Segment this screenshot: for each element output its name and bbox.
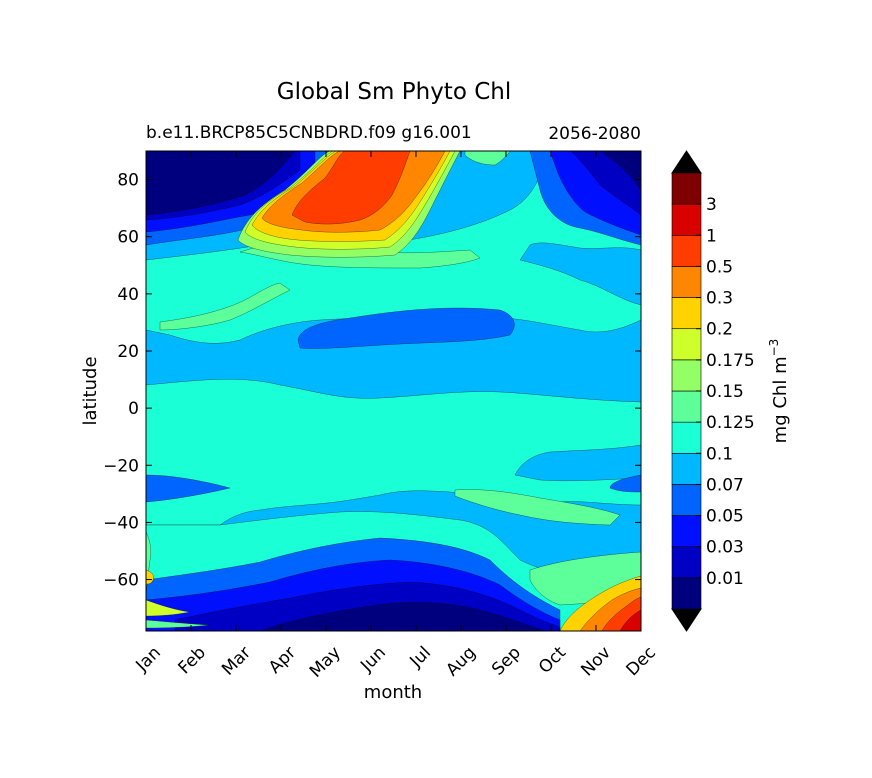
colorbar-tick-label: 0.3 — [706, 289, 733, 309]
x-tick-label: Apr — [265, 643, 300, 678]
x-tick-label: Oct — [535, 643, 570, 678]
colorbar-label-exponent: −3 — [767, 339, 781, 357]
colorbar-tick-label: 0.01 — [706, 569, 744, 589]
colorbar-swatch — [671, 390, 702, 423]
colorbar-label-text: mg Chl m — [770, 356, 791, 443]
y-axis-label: latitude — [80, 356, 101, 425]
colorbar-swatch — [671, 172, 702, 205]
colorbar-swatch — [671, 359, 702, 392]
x-tick-label: Aug — [442, 643, 480, 681]
y-tick-label: 60 — [117, 228, 139, 248]
colorbar-tick-label: 3 — [706, 195, 717, 215]
x-axis-label: month — [364, 682, 422, 703]
contour-region-gyre-south-left — [146, 474, 231, 503]
colorbar-tick-label: 0.2 — [706, 320, 733, 340]
y-tick-label: −20 — [103, 456, 139, 476]
contour-region-sbloom-darkred — [619, 609, 641, 631]
y-tick-label: 40 — [117, 285, 139, 305]
contour-region-north-green — [159, 282, 291, 331]
colorbar-extend-under — [671, 608, 702, 632]
contour-field — [146, 151, 641, 631]
chart-subtitle-right: 2056-2080 — [548, 124, 641, 144]
colorbar-tick-label: 0.05 — [706, 507, 744, 527]
x-tick-label: Dec — [623, 643, 660, 680]
colorbar-swatch — [671, 577, 702, 610]
colorbar-tick-label: 0.03 — [706, 538, 744, 558]
contour-region-left-streak2 — [146, 619, 211, 629]
contour-region-north-highlat-green — [464, 151, 511, 166]
colorbar-swatch — [671, 328, 702, 361]
colorbar-swatch — [671, 203, 702, 236]
colorbar-tick-label: 0.5 — [706, 257, 733, 277]
y-tick-label: 0 — [128, 399, 139, 419]
contour-region-arctic-navy — [146, 151, 296, 216]
x-tick-label: Jan — [132, 643, 165, 676]
colorbar-tick-label: 0.07 — [706, 475, 744, 495]
colorbar-tick-label: 1 — [706, 226, 717, 246]
x-tick-label: May — [306, 643, 345, 682]
contour-region-gyre-south-right — [609, 474, 641, 493]
colorbar-tick-label: 0.1 — [706, 444, 733, 464]
colorbar-tick-label: 0.125 — [706, 413, 755, 433]
colorbar-swatch — [671, 234, 702, 267]
colorbar-swatch — [671, 484, 702, 516]
colorbar-tick-label: 0.15 — [706, 382, 744, 402]
contour-region-left-bloom-gold — [146, 569, 154, 585]
y-tick-label: 80 — [117, 171, 139, 191]
contour-region-south-green — [454, 489, 621, 526]
chart-title: Global Sm Phyto Chl — [277, 79, 511, 105]
colorbar-label: mg Chl m−3 — [767, 339, 791, 444]
contour-region-antarctic-navy — [259, 602, 546, 631]
y-tick-label: −40 — [103, 513, 139, 533]
colorbar-swatch — [671, 515, 702, 548]
plot-frame — [145, 150, 642, 632]
contour-region-bloom-red — [291, 151, 411, 225]
colorbar: 0.01 0.03 0.05 0.07 0.1 0.125 0.15 0.175 0.2 0.3 0… — [671, 150, 755, 632]
colorbar-extend-over — [671, 150, 702, 174]
x-tick-label: Jul — [406, 643, 435, 672]
contour-region-equatorial — [146, 378, 641, 526]
colorbar-swatch — [671, 266, 702, 298]
y-axis: 80 60 40 20 0 −20 −40 −60 — [103, 171, 641, 591]
y-tick-label: −60 — [103, 571, 139, 591]
chart-subtitle-left: b.e11.BRCP85C5CNBDRD.f09 g16.001 — [146, 123, 472, 143]
contour-region-left-streak1 — [146, 599, 191, 617]
colorbar-tick-label: 0.175 — [706, 351, 755, 371]
x-tick-label: Feb — [175, 643, 210, 678]
x-tick-label: Sep — [488, 643, 525, 680]
colorbar-swatch — [671, 452, 702, 485]
colorbar-swatch — [671, 421, 702, 454]
x-tick-label: Nov — [577, 643, 615, 681]
x-tick-label: Jun — [356, 643, 390, 677]
colorbar-swatch — [671, 546, 702, 579]
y-tick-label: 20 — [117, 342, 139, 362]
colorbar-swatch — [671, 297, 702, 330]
x-tick-label: Mar — [218, 643, 255, 680]
contour-region-gyre-north — [297, 307, 515, 349]
